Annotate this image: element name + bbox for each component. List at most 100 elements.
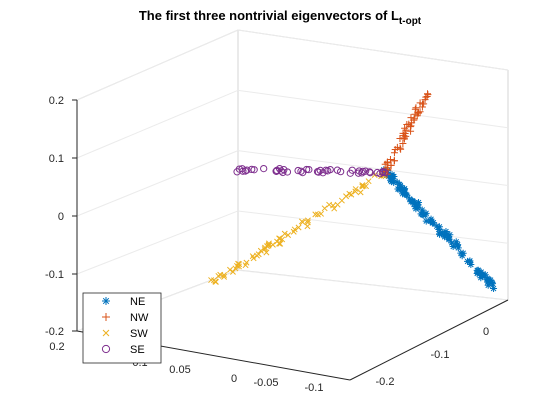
data-point-nw: [414, 108, 422, 116]
data-point-se: [337, 167, 345, 176]
data-point-ne: [389, 176, 397, 184]
data-point-se: [294, 166, 302, 175]
x-tick-label: 0.05: [169, 364, 190, 376]
data-point-ne: [466, 257, 474, 265]
data-point-ne: [484, 281, 492, 289]
data-point-ne: [414, 204, 422, 212]
y-tick-label: 0: [483, 326, 489, 338]
data-point-ne: [476, 269, 484, 277]
axes-box: [76, 29, 509, 332]
data-point-nw: [399, 140, 407, 148]
data-point-ne: [394, 185, 402, 193]
data-point-sw: [359, 182, 366, 189]
legend-label-nw: NW: [130, 312, 149, 324]
y-tick-label: -0.2: [376, 376, 395, 388]
grid-lines: [76, 29, 509, 332]
data-point-nw: [412, 104, 420, 112]
legend-label-ne: NE: [130, 296, 145, 308]
series-se: [233, 164, 389, 178]
data-point-ne: [444, 234, 452, 242]
data-point-sw: [265, 240, 272, 247]
data-point-sw: [261, 246, 268, 253]
data-point-nw: [383, 159, 391, 167]
data-point-se: [365, 168, 374, 176]
data-point-ne: [399, 188, 407, 196]
data-point-ne: [443, 231, 451, 239]
data-point-ne: [403, 191, 411, 199]
grid-line: [237, 150, 509, 187]
data-point-sw: [263, 249, 270, 256]
data-point-ne: [452, 238, 460, 246]
data-point-ne: [453, 241, 461, 249]
grid-line: [237, 210, 509, 244]
data-point-ne: [459, 249, 467, 257]
data-point-nw: [391, 157, 399, 165]
data-point-ne: [481, 271, 489, 279]
z-tick-label: -0.2: [45, 326, 64, 338]
grid-line: [237, 269, 509, 301]
z-tick-label: 0.2: [49, 95, 64, 107]
data-point-nw: [401, 129, 409, 137]
data-point-nw: [407, 122, 415, 130]
data-point-sw: [318, 210, 325, 217]
data-point-sw: [348, 191, 355, 198]
data-point-ne: [489, 280, 497, 288]
data-point-sw: [352, 188, 359, 195]
data-point-se: [302, 165, 311, 174]
grid-line: [237, 89, 509, 129]
tick-marks: [72, 99, 77, 332]
x-tick-label: -0.05: [253, 377, 278, 389]
grid-line: [76, 150, 239, 217]
data-point-sw: [363, 183, 369, 190]
data-point-sw: [250, 255, 257, 262]
data-point-sw: [365, 178, 372, 185]
data-point-se: [373, 168, 381, 177]
chart-title-subscript: t-opt: [399, 16, 422, 27]
legend-box: [82, 292, 162, 364]
data-point-ne: [419, 211, 427, 219]
series-nw: [379, 90, 432, 178]
data-point-se: [313, 168, 322, 176]
data-point-se: [358, 169, 366, 177]
data-point-ne: [464, 257, 472, 265]
data-point-se: [348, 166, 356, 174]
data-point-se: [333, 166, 342, 174]
data-point-ne: [473, 266, 481, 274]
data-point-ne: [389, 172, 397, 180]
data-marks: [208, 90, 498, 293]
data-point-se: [238, 165, 246, 173]
data-point-ne: [448, 239, 456, 247]
data-point-ne: [409, 198, 417, 206]
data-point-ne: [479, 272, 487, 280]
data-point-ne: [435, 223, 443, 231]
data-point-sw: [210, 277, 217, 284]
data-point-sw: [257, 247, 264, 254]
data-point-ne: [449, 243, 457, 251]
data-point-se: [379, 168, 387, 177]
data-point-ne: [454, 244, 462, 252]
z-tick-label: -0.1: [45, 269, 64, 281]
y-tick-labels: -0.2 -0.1 0: [376, 326, 490, 388]
data-point-nw: [419, 100, 427, 108]
data-point-se: [260, 164, 268, 173]
data-point-sw: [312, 211, 319, 218]
data-point-ne: [490, 285, 498, 293]
data-point-sw: [227, 266, 233, 273]
data-point-ne: [396, 182, 404, 190]
legend-label-sw: SW: [130, 328, 148, 340]
data-point-sw: [255, 251, 262, 258]
data-point-sw: [276, 235, 283, 242]
y-tick-label: -0.1: [431, 349, 450, 361]
legend-marker-se: [101, 344, 111, 354]
y-axis-line: [349, 299, 509, 381]
data-point-nw: [402, 126, 410, 134]
data-point-se: [359, 167, 367, 175]
data-point-ne: [436, 230, 444, 238]
z-tick-label: 0: [58, 211, 64, 223]
z-tick-label: 0.1: [49, 153, 64, 165]
legend: NE NW SW SE: [82, 292, 162, 364]
data-point-ne: [487, 276, 495, 284]
data-point-se: [283, 168, 292, 176]
